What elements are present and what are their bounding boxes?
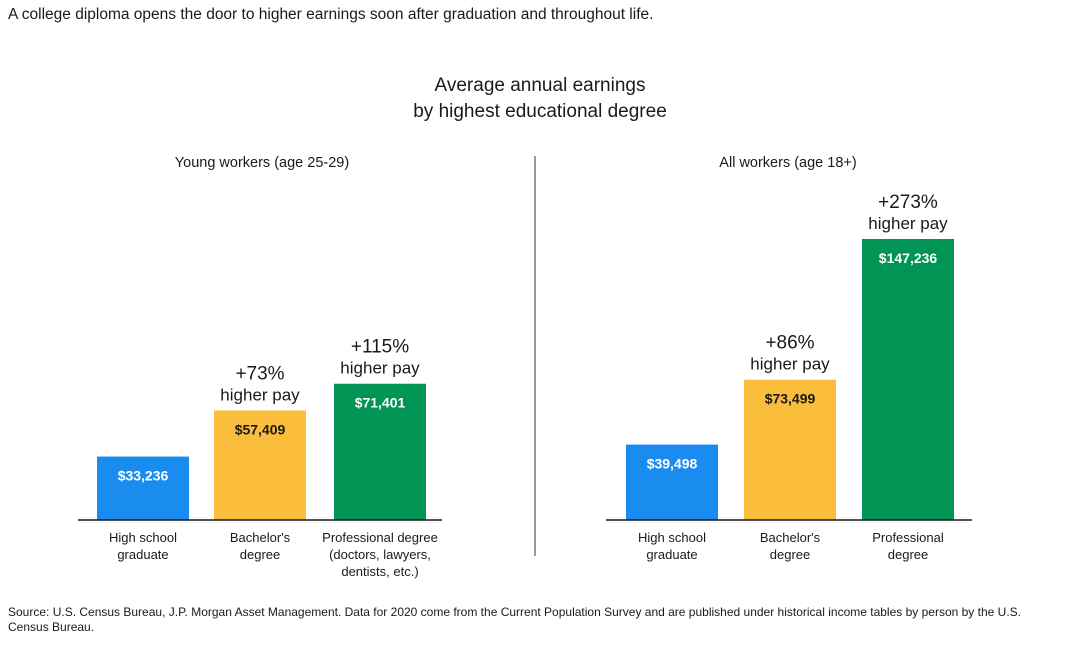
bar (97, 456, 189, 520)
category-label: degree (770, 547, 810, 562)
category-label: High school (109, 530, 177, 545)
bar (744, 379, 836, 520)
category-label: High school (638, 530, 706, 545)
source-note: Source: U.S. Census Bureau, J.P. Morgan … (8, 605, 1021, 634)
bar-value-label: $39,498 (647, 456, 698, 472)
bar-value-label: $71,401 (355, 395, 406, 411)
category-label: Professional degree (322, 530, 438, 545)
category-label: degree (240, 547, 280, 562)
bar (214, 410, 306, 520)
headline: A college diploma opens the door to high… (8, 6, 654, 23)
category-label: Professional (872, 530, 944, 545)
bar-value-label: $57,409 (235, 421, 286, 437)
earnings-chart: Young workers (age 25-29) $33,236 High sch… (78, 155, 972, 579)
higher-pay-label: higher pay (220, 385, 300, 404)
percent-increase-label: +115% (351, 337, 409, 358)
percent-increase-label: +273% (878, 192, 938, 213)
chart-subtitle: by highest educational degree (413, 101, 667, 122)
percent-increase-label: +73% (235, 363, 284, 384)
category-label: (doctors, lawyers, (329, 547, 431, 562)
chart-title: Average annual earnings (434, 75, 646, 96)
bar (626, 444, 718, 520)
category-label: dentists, etc.) (341, 564, 418, 579)
bar-value-label: $73,499 (765, 391, 816, 407)
percent-increase-label: +86% (765, 333, 814, 354)
bar (334, 383, 426, 520)
higher-pay-label: higher pay (750, 355, 830, 374)
category-label: graduate (117, 547, 168, 562)
higher-pay-label: higher pay (868, 214, 948, 233)
panel-title: All workers (age 18+) (719, 155, 856, 171)
category-label: graduate (646, 547, 697, 562)
category-label: degree (888, 547, 928, 562)
panel-title: Young workers (age 25-29) (175, 155, 349, 171)
bar-value-label: $33,236 (118, 468, 169, 484)
category-label: Bachelor's (760, 530, 821, 545)
bar-value-label: $147,236 (879, 250, 938, 266)
higher-pay-label: higher pay (340, 359, 420, 378)
bar (862, 239, 954, 520)
category-label: Bachelor's (230, 530, 291, 545)
